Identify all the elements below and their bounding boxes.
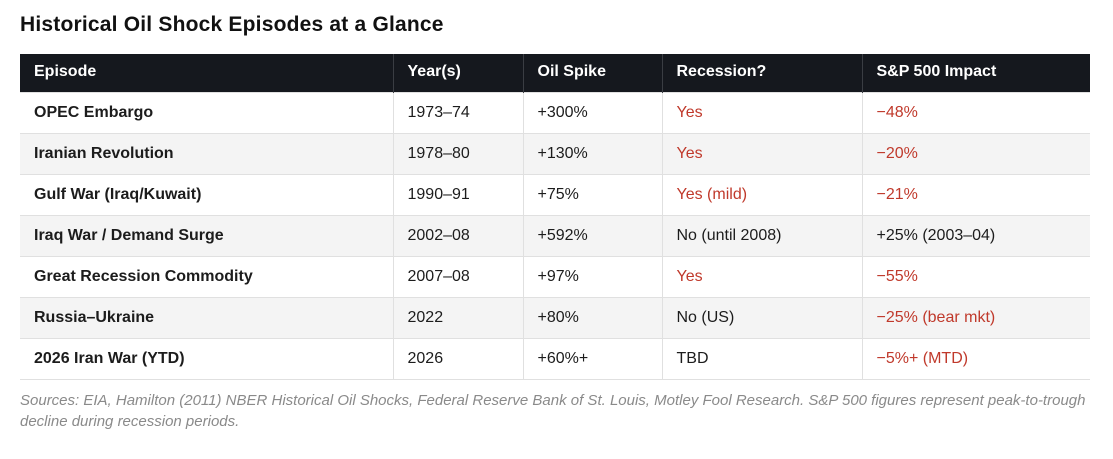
oil-spike-cell: +80% [523,296,663,338]
header-row: Episode Year(s) Oil Spike Recession? S&P… [20,54,1090,92]
oil-spike-cell: +75% [523,173,663,215]
recession-cell: Yes [662,91,863,133]
sp500-impact-cell: −25% (bear mkt) [862,296,1090,338]
years-cell: 1973–74 [393,91,524,133]
table-row: Iraq War / Demand Surge 2002–08 +592% No… [20,214,1090,256]
recession-cell: TBD [662,337,863,380]
table-row: 2026 Iran War (YTD) 2026 +60%+ TBD −5%+ … [20,337,1090,380]
table-row: Iranian Revolution 1978–80 +130% Yes −20… [20,132,1090,174]
sp500-impact-cell: −20% [862,132,1090,174]
episode-cell: Iraq War / Demand Surge [20,214,394,256]
recession-cell: Yes (mild) [662,173,863,215]
years-cell: 2026 [393,337,524,380]
episode-cell: Great Recession Commodity [20,255,394,297]
oil-spike-cell: +130% [523,132,663,174]
sources-footnote: Sources: EIA, Hamilton (2011) NBER Histo… [20,391,1086,430]
years-cell: 2022 [393,296,524,338]
episode-cell: Gulf War (Iraq/Kuwait) [20,173,394,215]
sp500-impact-cell: +25% (2003–04) [862,214,1090,256]
years-cell: 1978–80 [393,132,524,174]
column-header-years: Year(s) [393,54,524,92]
years-cell: 2007–08 [393,255,524,297]
table-row: OPEC Embargo 1973–74 +300% Yes −48% [20,91,1090,133]
table-row: Gulf War (Iraq/Kuwait) 1990–91 +75% Yes … [20,173,1090,215]
recession-cell: Yes [662,132,863,174]
oil-spike-cell: +592% [523,214,663,256]
episode-cell: Russia–Ukraine [20,296,394,338]
sp500-impact-cell: −48% [862,91,1090,133]
column-header-oil-spike: Oil Spike [523,54,663,92]
table-header: Episode Year(s) Oil Spike Recession? S&P… [20,54,1090,92]
recession-cell: Yes [662,255,863,297]
table-row: Great Recession Commodity 2007–08 +97% Y… [20,255,1090,297]
table-body: OPEC Embargo 1973–74 +300% Yes −48% Iran… [20,91,1090,380]
oil-spike-cell: +97% [523,255,663,297]
episode-cell: 2026 Iran War (YTD) [20,337,394,380]
sp500-impact-cell: −5%+ (MTD) [862,337,1090,380]
sp500-impact-cell: −21% [862,173,1090,215]
column-header-recession: Recession? [662,54,863,92]
episode-cell: Iranian Revolution [20,132,394,174]
column-header-sp500: S&P 500 Impact [862,54,1090,92]
recession-cell: No (until 2008) [662,214,863,256]
oil-shock-table: Episode Year(s) Oil Spike Recession? S&P… [20,54,1090,380]
recession-cell: No (US) [662,296,863,338]
sp500-impact-cell: −55% [862,255,1090,297]
column-header-episode: Episode [20,54,394,92]
years-cell: 1990–91 [393,173,524,215]
oil-spike-cell: +60%+ [523,337,663,380]
episode-cell: OPEC Embargo [20,91,394,133]
years-cell: 2002–08 [393,214,524,256]
oil-spike-cell: +300% [523,91,663,133]
table-row: Russia–Ukraine 2022 +80% No (US) −25% (b… [20,296,1090,338]
page-title: Historical Oil Shock Episodes at a Glanc… [20,13,444,36]
